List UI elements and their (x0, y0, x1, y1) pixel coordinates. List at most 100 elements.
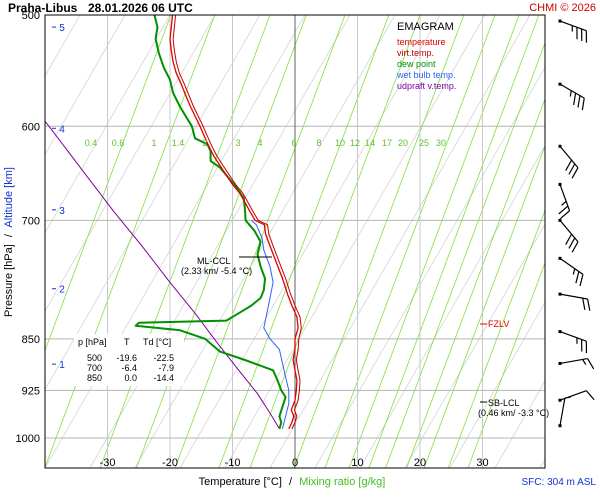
y-axis-pressure-label: Pressure [hPa] (3, 244, 15, 317)
table-cell: 500 (87, 353, 102, 363)
temperature-tick-label: -20 (162, 457, 178, 469)
legend-dew-point: dew point (397, 59, 436, 69)
wind-barb-feather (581, 98, 585, 111)
dry-adiabat-line (45, 15, 171, 234)
table-cell: -19.6 (116, 353, 137, 363)
wind-barb-feather (565, 233, 573, 245)
altitude-tick-label: 5 (59, 23, 65, 34)
dry-adiabat-line (45, 15, 126, 156)
table-header-t: T (124, 337, 130, 347)
mixing-ratio-tick-label: 30 (436, 138, 446, 148)
wind-barb (558, 82, 585, 111)
wind-barb-feather (587, 358, 595, 370)
legend-updraft: udpraft v.temp. (397, 81, 456, 91)
wind-barb (558, 144, 579, 179)
sounding-datetime: 28.01.2026 06 UTC (88, 1, 193, 15)
table-cell: -14.4 (153, 373, 174, 383)
table-cell: -22.5 (153, 353, 174, 363)
mixing-ratio-line (406, 97, 545, 468)
mixing-ratio-line (368, 15, 540, 468)
wind-barb-feather (582, 359, 587, 365)
wind-barbs (558, 19, 595, 428)
mixing-ratio-line (45, 15, 216, 468)
wind-barb-feather (558, 205, 569, 215)
grid-layer (45, 15, 545, 468)
temperature-tick-label: 30 (476, 457, 488, 469)
mixing-ratio-line (467, 261, 545, 468)
pressure-tick-label: 1000 (16, 433, 40, 445)
altitude-tick-label: 4 (59, 124, 65, 135)
series-line-virt-temp (172, 15, 302, 430)
wind-barb-feather (585, 390, 595, 401)
wind-barb (558, 19, 588, 43)
mixing-ratio-tick-label: 12 (350, 138, 360, 148)
wind-barb-station (558, 218, 562, 222)
copyright: CHMI © 2026 (529, 2, 596, 14)
x-axis-mix-label: Mixing ratio [g/kg] (299, 476, 385, 488)
plot-frame (44, 14, 546, 469)
sb-lcl-value: (0.46 km/ -3.3 °C) (478, 408, 549, 418)
mixing-ratio-line (136, 15, 307, 468)
y-axis-altitude-label: Altitude [km] (3, 167, 15, 228)
table-cell: -7.9 (158, 363, 174, 373)
dry-adiabat-line (494, 380, 545, 468)
dry-adiabat-line (45, 15, 306, 468)
series-line-temperature (169, 15, 299, 430)
altitude-tick-label: 2 (59, 285, 65, 296)
legend: EMAGRAM temperature virt.temp. dew point… (396, 21, 456, 91)
mixing-ratio-tick-label: 20 (398, 138, 408, 148)
mixing-ratio-tick-label: 14 (365, 138, 375, 148)
fzlv-label: FZLV (488, 319, 509, 329)
mixing-ratio-tick-label: 2 (202, 138, 207, 148)
wind-barb-feather (577, 95, 581, 108)
wind-barb (558, 182, 571, 220)
wind-barb-station (558, 256, 562, 260)
x-axis-separator: / (289, 476, 293, 488)
temperature-tick-label: 0 (292, 457, 298, 469)
dry-adiabat-line (89, 15, 351, 468)
series-line-wet-bulb-temp (250, 219, 290, 429)
mixing-ratio-tick-label: 8 (316, 138, 321, 148)
mixing-ratio-line (249, 15, 421, 468)
wind-barb-feather (568, 163, 576, 175)
legend-temperature: temperature (397, 37, 446, 47)
altitude-tick-label: 3 (59, 206, 65, 217)
wind-barb-feather (571, 241, 579, 253)
mixing-ratio-line (293, 15, 465, 468)
sb-lcl-label: SB-LCL (488, 398, 520, 408)
wind-barb-station (558, 182, 562, 186)
wind-barb-station (558, 424, 562, 428)
mixing-ratio-tick-label: 17 (382, 138, 392, 148)
pressure-tick-label: 600 (22, 121, 40, 133)
table-cell: 0.0 (124, 373, 137, 383)
y-axis-title: Pressure [hPa] / Altitude [km] (3, 167, 15, 317)
temperature-tick-label: 10 (351, 457, 363, 469)
pressure-tick-label: 925 (22, 385, 40, 397)
wind-barb-shaft (559, 397, 566, 426)
temperature-tick-label: -10 (225, 457, 241, 469)
wind-barb (558, 292, 591, 311)
wind-barb-station (558, 398, 562, 402)
pressure-tick-label: 700 (22, 215, 40, 227)
table-cell: 700 (87, 363, 102, 373)
mixing-ratio-tick-label: 0.4 (85, 138, 98, 148)
mixing-ratio-line (385, 41, 545, 468)
wind-barb-feather (586, 298, 591, 311)
legend-title: EMAGRAM (397, 21, 454, 33)
ml-ccl-value: (2.33 km/ -5.4 °C) (181, 266, 252, 276)
surface-note: SFC: 304 m ASL (522, 477, 597, 488)
dry-adiabat-line (179, 15, 441, 468)
wind-barb-feather (568, 237, 576, 249)
wind-barb (558, 218, 579, 253)
wind-barb-station (558, 19, 562, 23)
station-name: Praha-Libus (8, 1, 78, 15)
wind-barb-feather (579, 274, 584, 287)
wind-barb-station (558, 361, 562, 365)
dry-adiabat-line (404, 223, 545, 468)
mixing-ratio-tick-label: 6 (291, 138, 296, 148)
ml-ccl-annotation: ML-CCL (2.33 km/ -5.4 °C) (181, 256, 272, 276)
temperature-tick-label: 20 (414, 457, 426, 469)
dry-adiabat-line (359, 144, 545, 468)
